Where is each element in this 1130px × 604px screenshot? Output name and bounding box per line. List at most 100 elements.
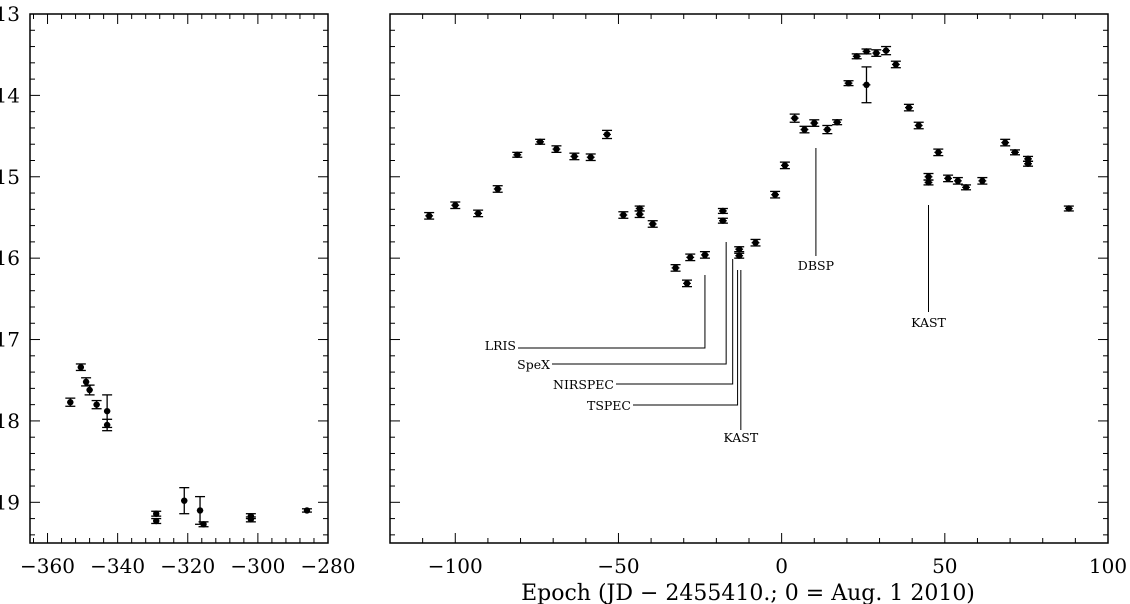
data-point <box>943 174 954 183</box>
data-marker <box>944 175 952 182</box>
data-point <box>1023 160 1034 167</box>
data-marker <box>719 207 727 215</box>
plot-frame <box>389 13 1109 544</box>
spectrum-annotation: KAST <box>723 270 759 445</box>
data-point <box>799 125 810 134</box>
y-tick-label: 16 <box>0 246 20 270</box>
data-point <box>881 45 892 56</box>
data-marker <box>833 119 841 126</box>
data-marker <box>905 104 913 111</box>
data-marker <box>925 179 932 186</box>
data-point <box>492 185 503 193</box>
x-tick-label: −320 <box>160 554 215 578</box>
data-point <box>245 516 256 523</box>
data-point <box>179 487 190 515</box>
x-tick-label: −100 <box>428 554 483 578</box>
data-marker <box>425 212 433 220</box>
data-marker <box>719 217 727 224</box>
data-marker <box>536 138 544 145</box>
spectrum-annotation: DBSP <box>798 148 834 273</box>
data-marker <box>514 151 521 158</box>
data-marker <box>915 122 922 129</box>
data-marker <box>571 153 578 160</box>
data-point <box>634 210 645 219</box>
data-point <box>685 253 696 262</box>
data-point <box>861 66 872 104</box>
data-point <box>923 172 934 181</box>
annotation-leader-line <box>552 242 727 365</box>
annotation-label: TSPEC <box>587 398 631 413</box>
data-point <box>634 205 645 212</box>
data-marker <box>882 47 890 54</box>
data-point <box>717 207 728 215</box>
data-point <box>923 179 934 186</box>
data-point <box>789 113 800 123</box>
data-point <box>670 264 681 272</box>
data-point <box>809 119 820 127</box>
data-marker <box>82 378 90 386</box>
data-marker <box>701 251 709 259</box>
data-point <box>512 151 523 158</box>
data-marker <box>153 510 160 517</box>
data-point <box>647 220 658 228</box>
data-marker <box>103 421 111 429</box>
data-marker <box>303 507 311 514</box>
spectrum-annotation: TSPEC <box>587 270 739 413</box>
y-tick-label: 15 <box>0 165 20 189</box>
data-point <box>569 152 580 161</box>
data-marker <box>494 185 501 193</box>
data-point <box>602 129 613 140</box>
data-point <box>750 238 761 247</box>
data-marker <box>620 211 627 219</box>
annotation-label: NIRSPEC <box>553 377 614 392</box>
data-point <box>933 148 944 157</box>
data-marker <box>979 177 986 185</box>
data-point <box>822 124 833 135</box>
data-point <box>1063 205 1074 212</box>
data-point <box>91 399 102 410</box>
data-point <box>151 510 162 517</box>
annotation-leader-line <box>518 275 706 349</box>
data-point <box>699 250 710 259</box>
annotation-label: KAST <box>723 430 758 445</box>
x-tick-label: −50 <box>597 554 639 578</box>
data-marker <box>474 210 482 217</box>
data-marker <box>649 220 656 228</box>
annotation-label: DBSP <box>798 258 834 273</box>
data-point <box>102 394 113 429</box>
data-marker <box>781 162 789 169</box>
data-marker <box>103 407 111 415</box>
left-panel: −360 −340 −320 −300 −280 13 14 15 16 17 18 19 <box>0 2 355 578</box>
data-marker <box>603 131 611 138</box>
data-point <box>1000 138 1011 147</box>
data-marker <box>824 126 831 133</box>
data-marker <box>954 177 962 185</box>
data-point <box>81 377 92 387</box>
x-axis-label: Epoch (JD − 2455410.; 0 = Aug. 1 2010) <box>521 581 975 604</box>
y-tick-label: 19 <box>0 490 20 514</box>
data-point <box>450 201 461 210</box>
data-point <box>871 49 882 57</box>
data-marker <box>86 386 93 394</box>
y-tick-label: 18 <box>0 409 20 433</box>
annotation-leader-line <box>633 270 739 406</box>
data-point <box>198 521 209 528</box>
data-marker <box>1001 139 1009 146</box>
data-marker <box>873 49 880 57</box>
annotation-label: LRIS <box>485 338 516 353</box>
data-marker <box>935 149 942 156</box>
y-tick-label: 13 <box>0 2 20 26</box>
data-marker <box>925 173 932 180</box>
data-point <box>832 119 843 126</box>
annotation-label: SpeX <box>517 357 550 372</box>
data-point <box>618 211 629 219</box>
data-marker <box>811 119 818 127</box>
data-marker <box>1011 149 1019 156</box>
data-marker <box>153 517 160 525</box>
spectrum-annotation: NIRSPEC <box>553 259 734 392</box>
y-tick-label: 14 <box>0 83 20 107</box>
data-marker <box>771 191 779 198</box>
